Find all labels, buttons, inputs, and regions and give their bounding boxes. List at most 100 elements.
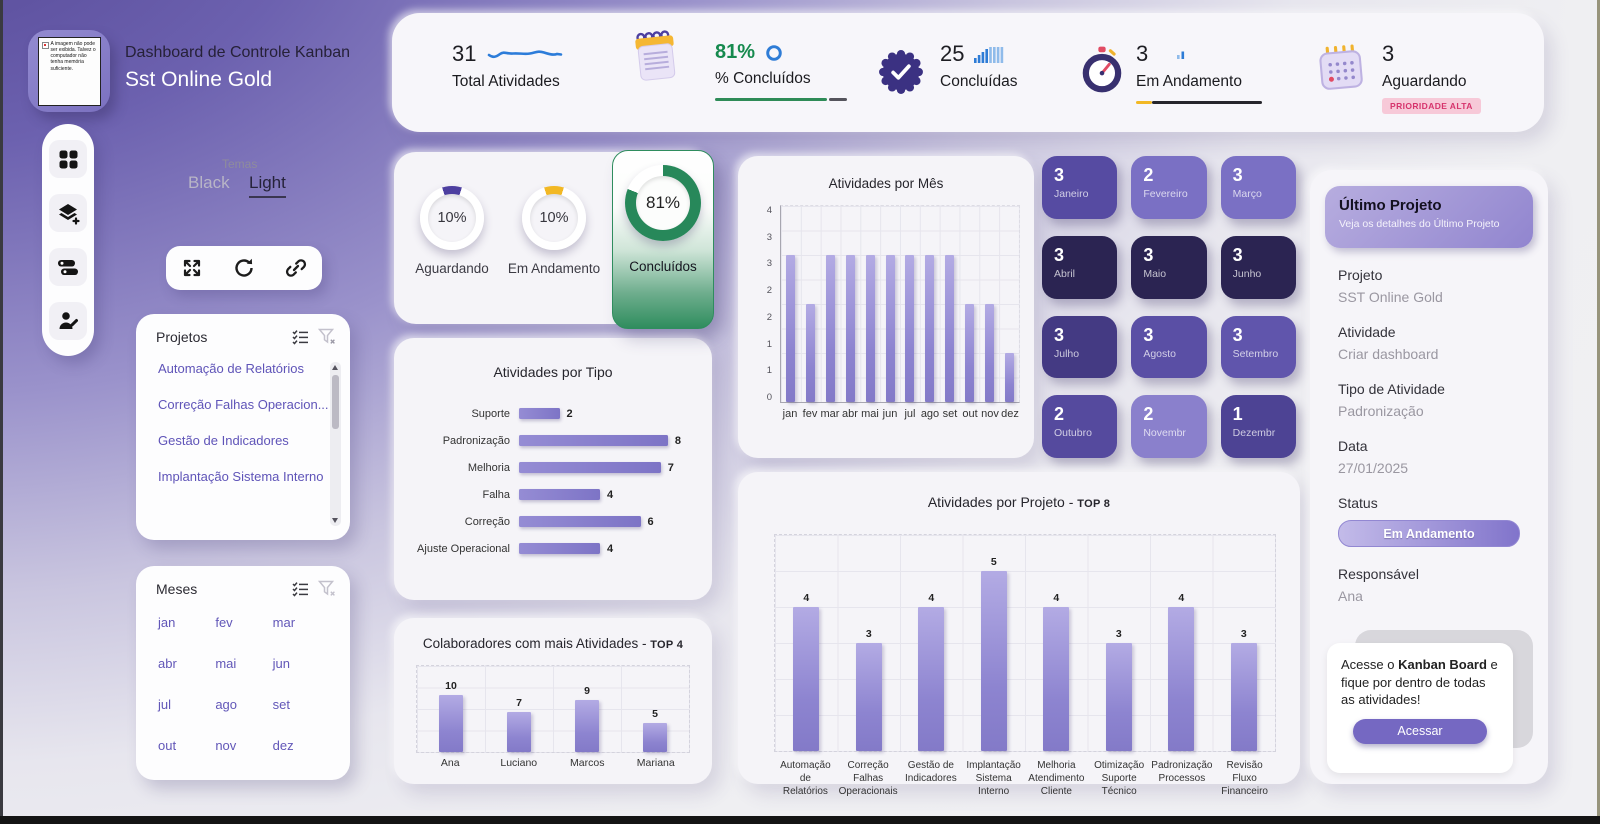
checklist-icon[interactable] <box>292 581 309 597</box>
projects-panel: Projetos Automação de Relatórios Correção… <box>136 314 350 540</box>
gauge-em-andamento[interactable]: 10% Em Andamento <box>504 186 604 276</box>
hbar-row: Correção 6 <box>404 508 694 535</box>
month-item[interactable]: mar <box>272 615 296 630</box>
window-edge-left <box>0 0 3 824</box>
kpi-aguardando: 3 Aguardando PRIORIDADE ALTA <box>1382 41 1481 114</box>
month-item[interactable]: abr <box>158 656 177 671</box>
month-tile[interactable]: 3 Junho <box>1220 235 1296 299</box>
apps-grid-icon[interactable] <box>49 140 87 178</box>
month-tile[interactable]: 3 Julho <box>1042 315 1118 379</box>
project-item[interactable]: Correção Falhas Operacion... <box>158 397 329 412</box>
bar[interactable] <box>806 304 816 402</box>
refresh-icon[interactable] <box>233 257 255 279</box>
filter-clear-icon[interactable] <box>318 328 336 345</box>
bar[interactable] <box>905 255 915 402</box>
month-tile[interactable]: 3 Março <box>1220 156 1296 219</box>
month-tile[interactable]: 3 Janeiro <box>1042 156 1118 219</box>
bar-value-label: 4 <box>928 592 935 605</box>
bar-column <box>940 206 960 402</box>
projects-scrollbar[interactable] <box>330 362 341 526</box>
link-icon[interactable] <box>285 257 307 279</box>
gauge-aguardando[interactable]: 10% Aguardando <box>402 186 502 276</box>
month-item[interactable]: mai <box>215 656 237 671</box>
acessar-button[interactable]: Acessar <box>1353 718 1487 744</box>
bar[interactable] <box>519 462 661 473</box>
bar[interactable] <box>885 255 895 402</box>
month-item[interactable]: dez <box>272 738 294 753</box>
month-tile[interactable]: 3 Abril <box>1042 235 1118 299</box>
month-tile[interactable]: 3 Agosto <box>1131 315 1207 379</box>
tile-value: 1 <box>1232 404 1243 425</box>
bar[interactable] <box>925 255 935 402</box>
kpi-total-atividades: 31 Total Atividades <box>452 41 564 91</box>
scroll-down-icon[interactable] <box>332 518 338 523</box>
y-tick-label: 3 <box>766 231 772 243</box>
bar[interactable] <box>519 408 560 419</box>
bar[interactable] <box>865 255 875 402</box>
bar[interactable] <box>507 711 531 752</box>
scroll-thumb[interactable] <box>332 375 339 429</box>
gauge-concluidos-card[interactable]: 81% Concluídos <box>612 150 714 329</box>
month-item[interactable]: ago <box>215 697 238 712</box>
bar-value-label: 6 <box>647 515 654 528</box>
bar[interactable] <box>519 516 641 527</box>
layers-add-icon[interactable] <box>49 194 87 232</box>
user-edit-icon[interactable] <box>49 302 87 340</box>
bar[interactable] <box>918 607 945 751</box>
month-item[interactable]: out <box>158 738 177 753</box>
bar[interactable] <box>980 571 1007 751</box>
month-item[interactable]: fev <box>215 615 233 630</box>
bar[interactable] <box>519 489 600 500</box>
month-item[interactable]: nov <box>215 738 237 753</box>
bar[interactable] <box>826 255 836 402</box>
month-tile[interactable]: 3 Maio <box>1131 235 1207 299</box>
bar[interactable] <box>945 255 955 402</box>
bar[interactable] <box>984 304 994 402</box>
tile-label: Julho <box>1054 347 1080 360</box>
x-tick-label: Padronização Processos <box>1151 760 1213 784</box>
bar[interactable] <box>1004 353 1014 402</box>
bar[interactable] <box>786 255 796 402</box>
bar[interactable] <box>643 723 667 752</box>
month-item[interactable]: jul <box>158 697 172 712</box>
expand-icon[interactable] <box>181 257 203 279</box>
month-item[interactable]: jun <box>272 656 291 671</box>
chart-mes: Atividades por Mês 4 3 3 2 2 1 1 0 jan fev mar abr… <box>738 156 1034 458</box>
gauge-label: Concluídos <box>629 259 697 274</box>
bar[interactable] <box>575 700 599 752</box>
bar[interactable] <box>519 435 668 446</box>
month-tile[interactable]: 2 Novembr <box>1131 395 1207 458</box>
bar-value-label: 4 <box>607 542 614 555</box>
project-item[interactable]: Implantação Sistema Interno <box>158 469 324 484</box>
bar[interactable] <box>1230 643 1257 751</box>
bar[interactable] <box>439 694 463 752</box>
bar-value-label: 3 <box>1240 628 1247 640</box>
project-item[interactable]: Automação de Relatórios <box>158 361 304 376</box>
bar[interactable] <box>964 304 974 402</box>
bar-column <box>979 206 999 402</box>
month-tile[interactable]: 2 Fevereiro <box>1131 156 1207 219</box>
theme-option-light[interactable]: Light <box>249 173 286 198</box>
month-tile[interactable]: 2 Outubro <box>1042 395 1118 458</box>
checklist-icon[interactable] <box>292 329 309 345</box>
bar[interactable] <box>845 255 855 402</box>
theme-option-black[interactable]: Black <box>188 173 230 192</box>
bar[interactable] <box>793 607 820 751</box>
scroll-up-icon[interactable] <box>332 365 338 370</box>
month-item[interactable]: set <box>272 697 290 712</box>
month-tile[interactable]: 3 Setembro <box>1220 315 1296 379</box>
project-item[interactable]: Gestão de Indicadores <box>158 433 289 448</box>
month-item[interactable]: jan <box>158 615 176 630</box>
filter-clear-icon[interactable] <box>318 580 336 597</box>
bar[interactable] <box>1168 607 1195 751</box>
bar[interactable] <box>855 643 882 751</box>
bar[interactable] <box>1105 643 1132 751</box>
x-tick-label: out <box>962 408 978 420</box>
rows-icon[interactable] <box>49 248 87 286</box>
month-tile[interactable]: 1 Dezembr <box>1220 395 1296 458</box>
bar-value-label: 4 <box>607 488 614 501</box>
bar[interactable] <box>1043 607 1070 751</box>
kpi-progress-label: Em Andamento <box>1136 73 1242 90</box>
bar[interactable] <box>519 543 600 554</box>
bar-value-label: 5 <box>652 708 658 721</box>
